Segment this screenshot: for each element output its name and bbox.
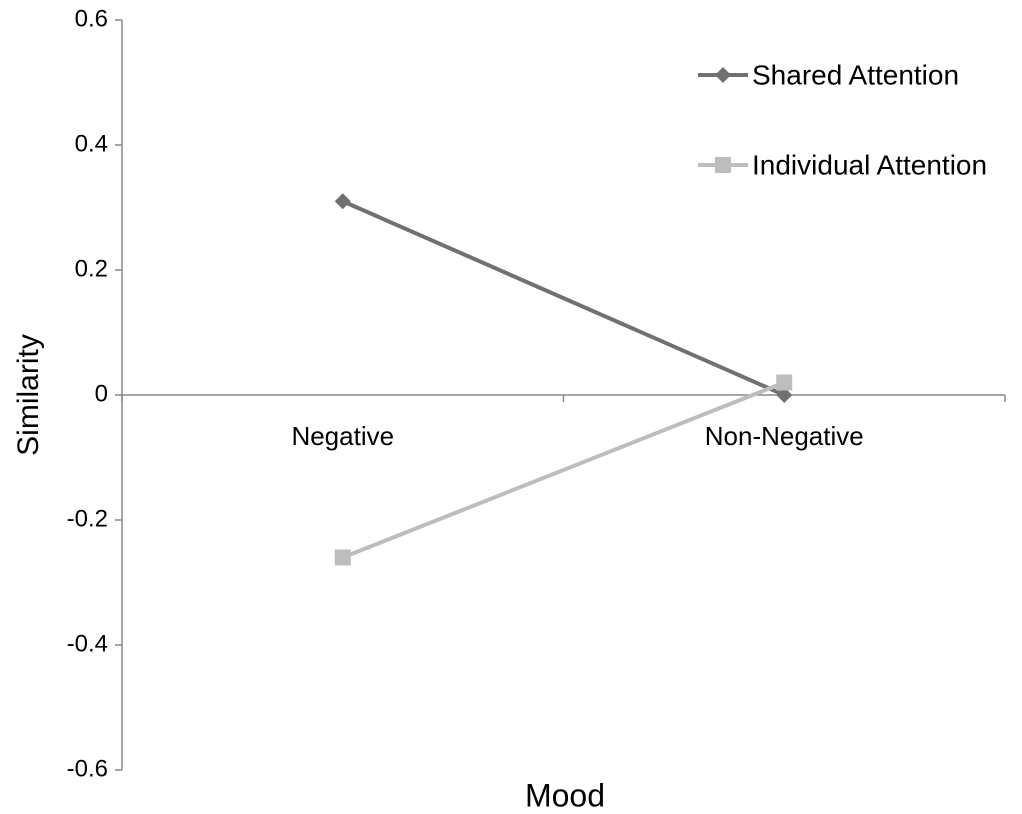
data-point: [334, 549, 351, 566]
y-tick-label: 0: [95, 380, 108, 407]
y-tick-label: -0.6: [67, 755, 108, 782]
data-point: [776, 374, 793, 391]
y-tick-label: -0.2: [67, 505, 108, 532]
legend-label: Individual Attention: [752, 149, 987, 180]
x-tick-label: Negative: [291, 421, 394, 451]
legend-label: Shared Attention: [752, 59, 959, 90]
y-tick-label: 0.6: [75, 5, 108, 32]
y-axis-title: Similarity: [12, 334, 45, 456]
legend-marker: [715, 157, 731, 173]
y-tick-label: 0.4: [75, 130, 108, 157]
series-line: [341, 199, 786, 397]
y-tick-label: 0.2: [75, 255, 108, 282]
data-point: [776, 387, 793, 403]
series-line: [342, 380, 785, 560]
x-axis-title: Mood: [525, 777, 605, 813]
x-tick-label: Non-Negative: [705, 421, 864, 451]
y-tick-label: -0.4: [67, 630, 108, 657]
data-point: [334, 193, 351, 210]
legend-marker: [715, 67, 731, 83]
